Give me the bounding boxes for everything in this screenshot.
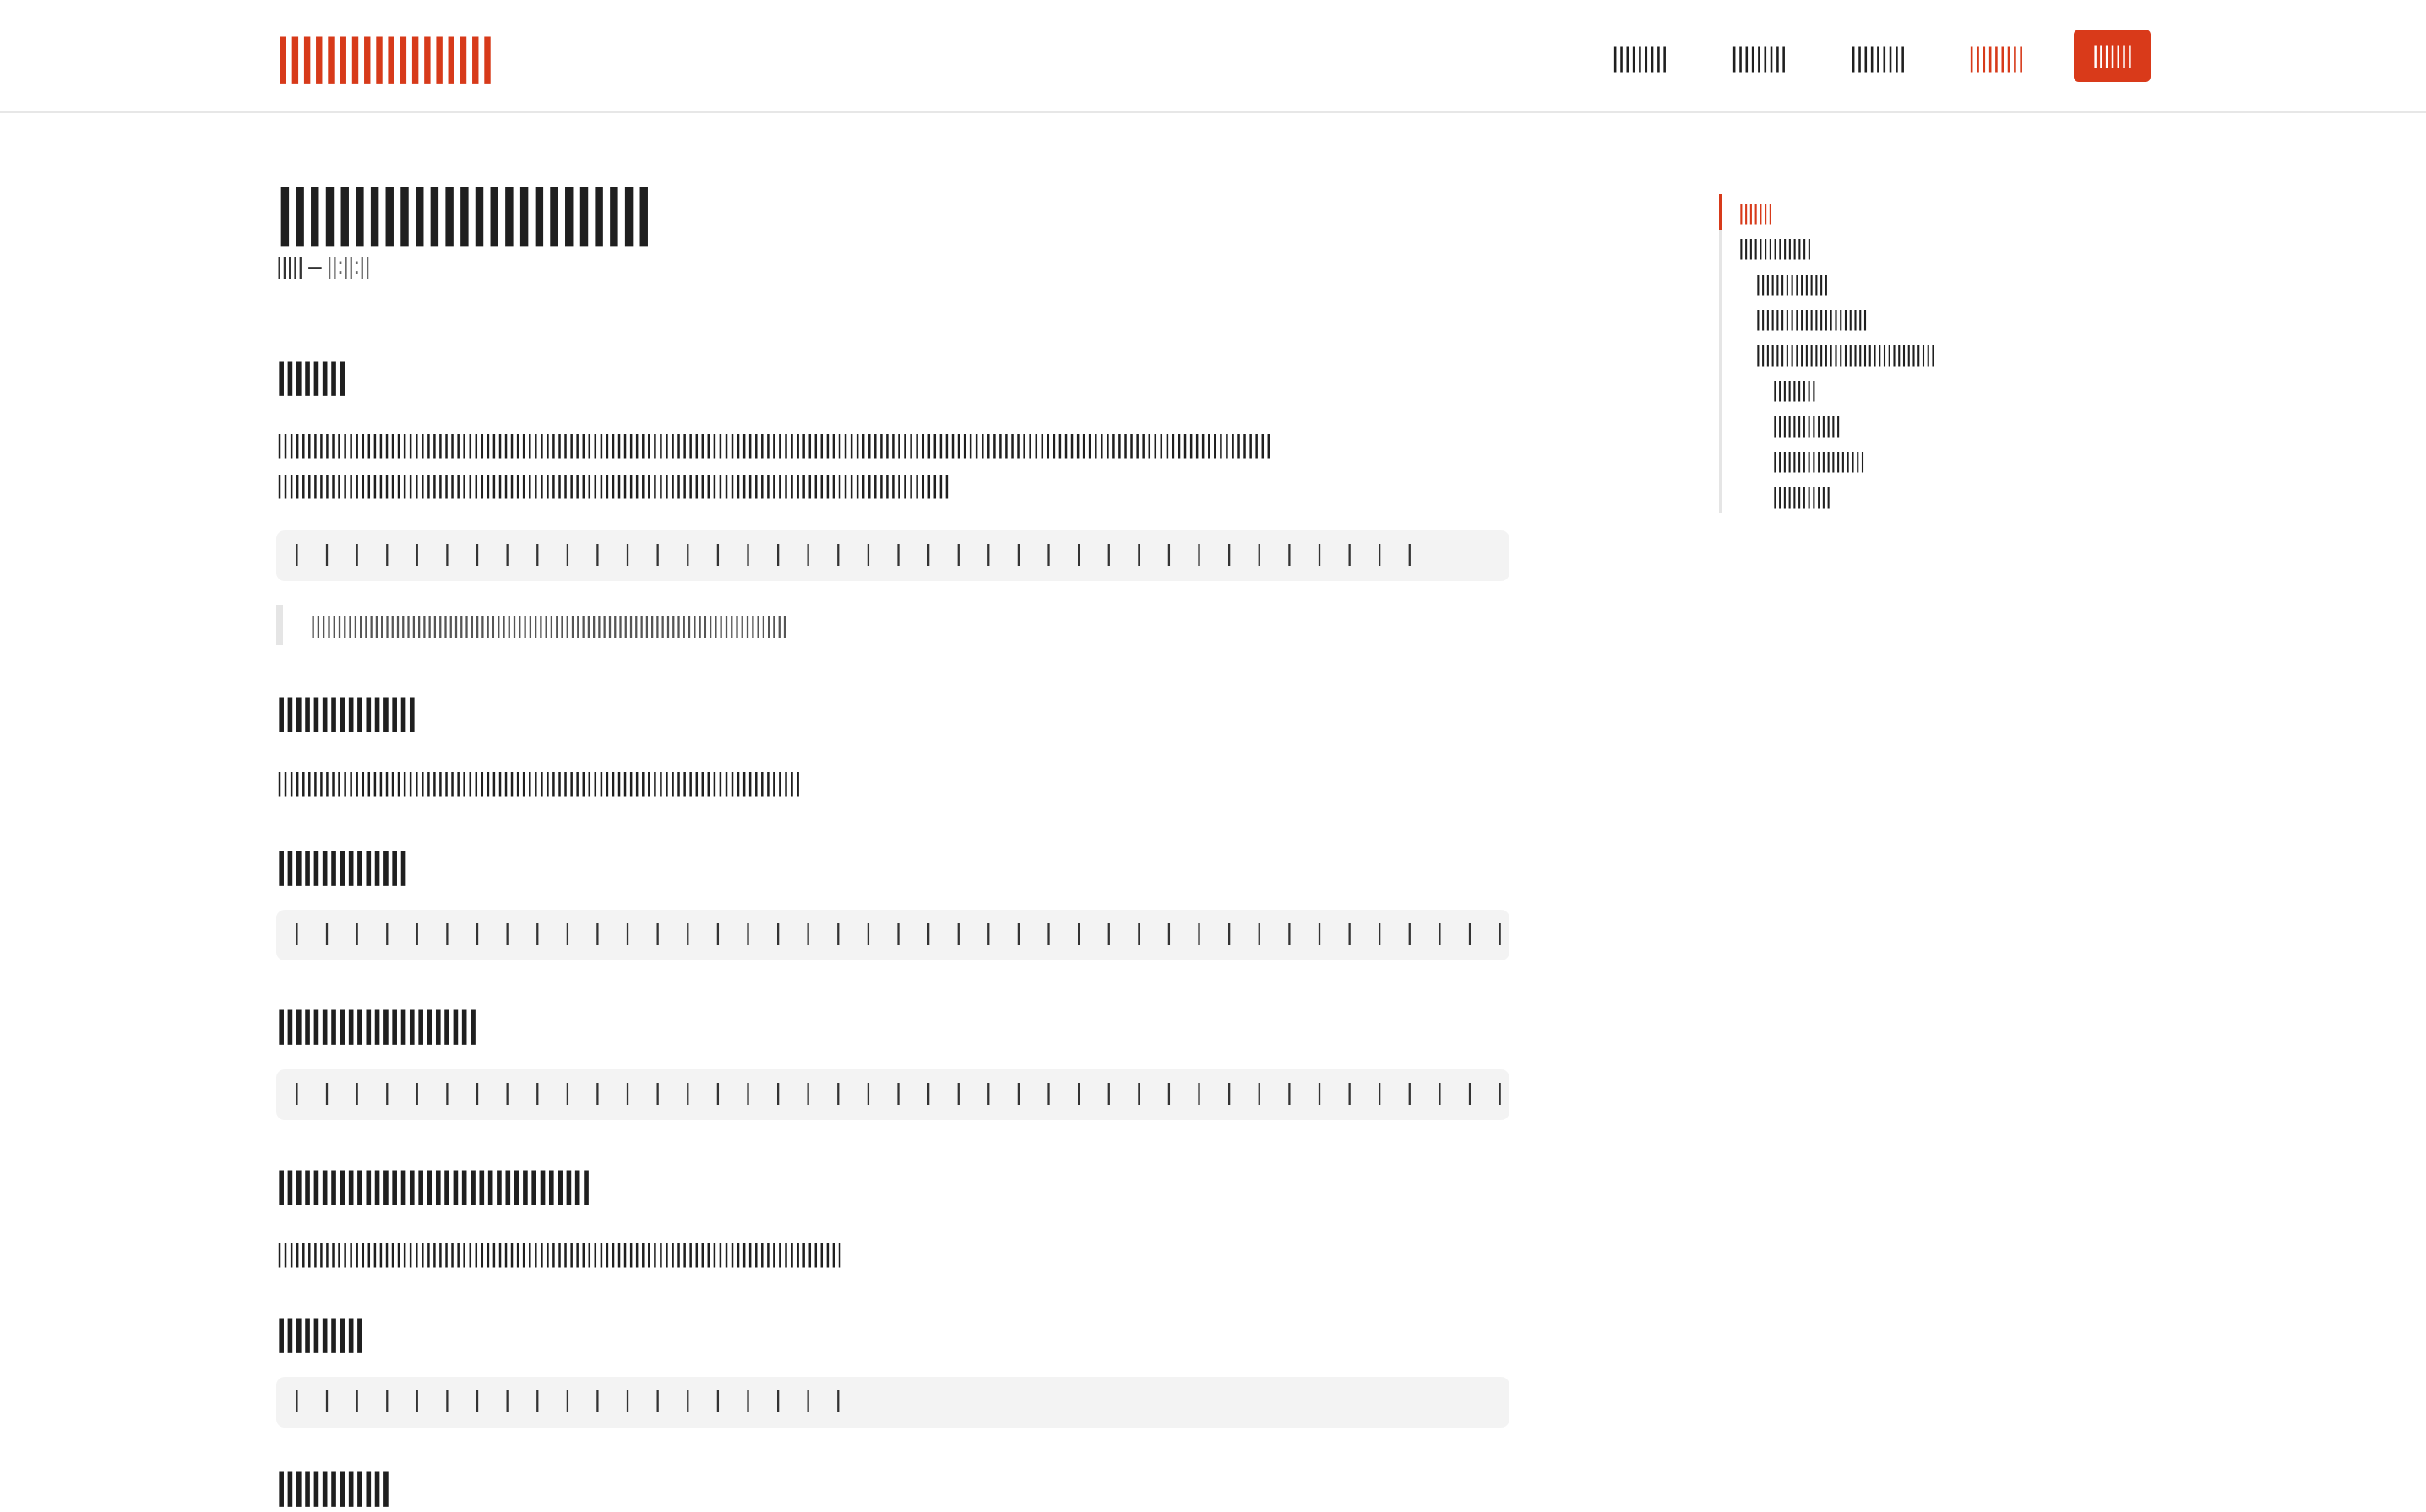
toc-item-4[interactable]: ||||||||||||||||||||||| <box>1755 301 1867 336</box>
nav-link-4-active[interactable]: ||||||||| <box>1968 37 2024 78</box>
section-heading-5: |||||||||||||||||||||||||||||||||||| <box>276 1160 590 1210</box>
toc-item-1[interactable]: ||||||| <box>1738 194 1772 230</box>
code-block-1: | | | | | | | | | | | | | | | | | | | | … <box>276 530 1509 581</box>
section-heading-7: ||||||||||||| <box>276 1461 389 1512</box>
paragraph-2: ||||||||||||||||||||||||||||||||||||||||… <box>276 762 1509 802</box>
blockquote: ||||||||||||||||||||||||||||||||||||||||… <box>276 605 1509 645</box>
code-block-2: | | | | | | | | | | | | | | | | | | | | … <box>276 910 1509 960</box>
article-meta: ||||| – ||:||:|| <box>276 249 370 283</box>
section-heading-3: ||||||||||||||| <box>276 840 407 891</box>
section-heading-4: ||||||||||||||||||||||| <box>276 999 476 1050</box>
section-heading-6: |||||||||| <box>276 1308 363 1358</box>
table-of-contents: ||||||| ||||||||||||||| ||||||||||||||| … <box>1719 194 2059 513</box>
site-logo[interactable]: |||||||||||||||||| <box>276 28 492 85</box>
section-heading-1: |||||||| <box>276 351 345 401</box>
site-header: |||||||||||||||||| ||||||||| ||||||||| |… <box>0 0 2426 113</box>
header-cta-button[interactable]: ||||||| <box>2074 30 2151 82</box>
page-title: ||||||||||||||||||||||||| <box>276 173 1509 249</box>
toc-item-2[interactable]: ||||||||||||||| <box>1738 230 1811 265</box>
paragraph-1-line-2: ||||||||||||||||||||||||||||||||||||||||… <box>276 465 1509 505</box>
meta-author: ||||| <box>276 253 302 279</box>
nav-link-1[interactable]: ||||||||| <box>1612 37 1667 78</box>
code-block-4: | | | | | | | | | | | | | | | | | | | <box>276 1377 1509 1428</box>
code-block-3: | | | | | | | | | | | | | | | | | | | | … <box>276 1069 1509 1120</box>
section-heading-2: |||||||||||||||| <box>276 687 416 737</box>
toc-active-indicator <box>1719 194 1722 230</box>
toc-item-6[interactable]: ||||||||| <box>1772 372 1816 407</box>
meta-separator: – <box>308 253 321 279</box>
paragraph-5: ||||||||||||||||||||||||||||||||||||||||… <box>276 1233 1509 1274</box>
paragraph-1-line-1: ||||||||||||||||||||||||||||||||||||||||… <box>276 424 1509 465</box>
toc-item-3[interactable]: ||||||||||||||| <box>1755 265 1828 301</box>
nav-link-2[interactable]: ||||||||| <box>1731 37 1787 78</box>
toc-item-8[interactable]: ||||||||||||||||||| <box>1772 443 1864 478</box>
toc-item-9[interactable]: |||||||||||| <box>1772 478 1830 514</box>
toc-item-5[interactable]: ||||||||||||||||||||||||||||||||||||| <box>1755 336 1935 372</box>
meta-date: ||:||:|| <box>327 253 370 279</box>
nav-link-3[interactable]: ||||||||| <box>1850 37 1906 78</box>
toc-item-7[interactable]: |||||||||||||| <box>1772 407 1841 443</box>
